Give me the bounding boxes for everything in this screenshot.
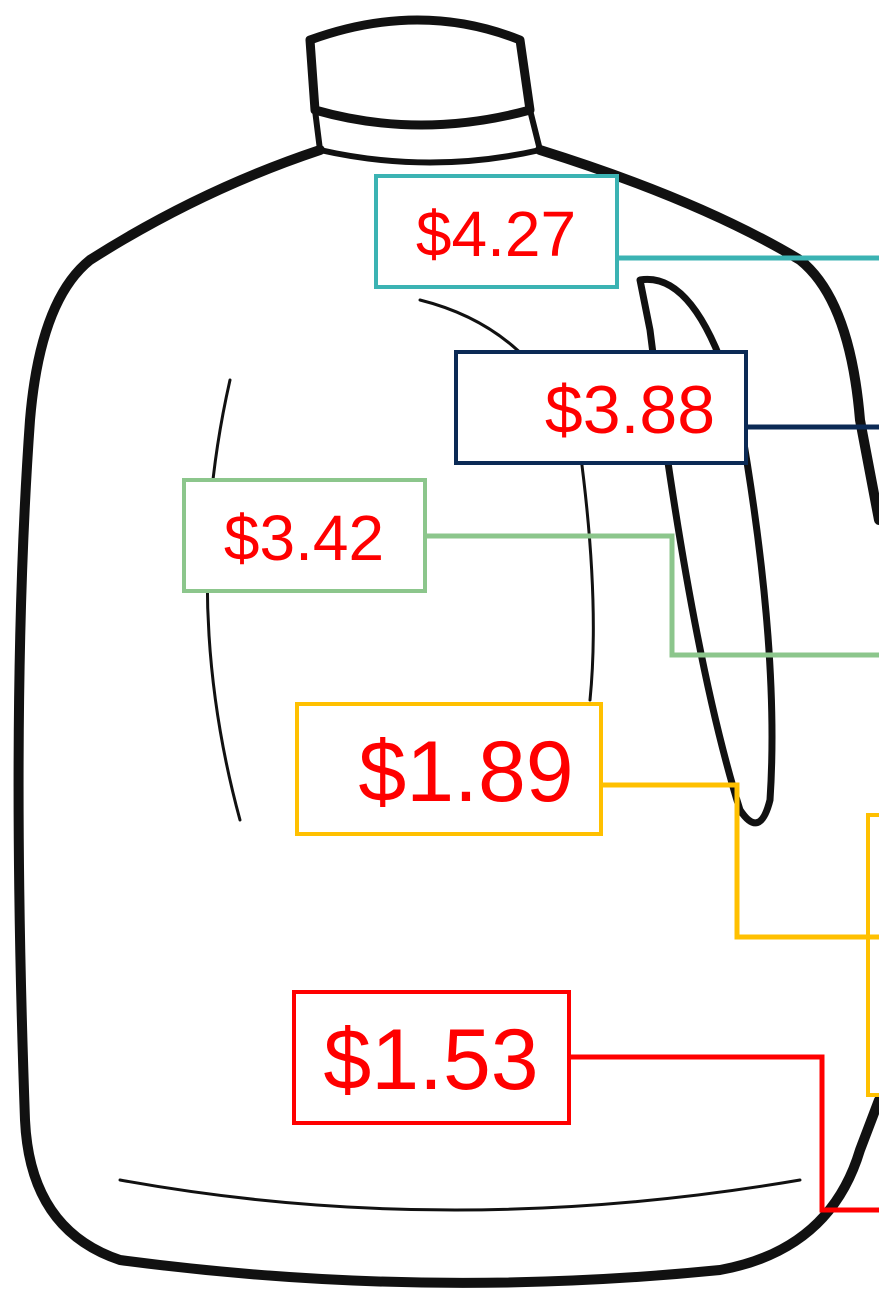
callout: $3.88 <box>456 352 879 463</box>
callout: $3.42 <box>184 480 879 655</box>
callout: $4.27 <box>376 176 879 287</box>
callout: $1.53 <box>294 992 879 1210</box>
leader-line <box>425 536 879 655</box>
price-label: $4.27 <box>416 198 576 270</box>
diagram: $4.27 $3.88 $3.42 $1.89 $1.53 <box>0 0 879 1297</box>
leader-line <box>569 1057 879 1210</box>
price-label: $3.88 <box>545 372 715 448</box>
page: $4.27 $3.88 $3.42 $1.89 $1.53 (() => { c… <box>0 0 879 1297</box>
price-label: $1.53 <box>323 1012 538 1108</box>
jug-cap <box>310 20 530 125</box>
price-label: $1.89 <box>358 724 573 820</box>
price-box-edge <box>868 815 879 1095</box>
price-label: $3.42 <box>224 502 384 574</box>
